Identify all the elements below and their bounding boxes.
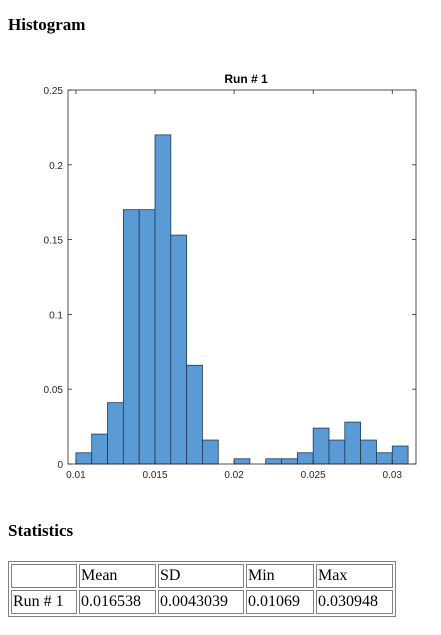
- x-tick-label: 0.015: [142, 470, 167, 481]
- row-sd: 0.0043039: [158, 590, 244, 614]
- histogram-bar: [328, 439, 346, 465]
- y-tick-label: 0.15: [44, 236, 64, 247]
- histogram-bar: [107, 402, 124, 465]
- header-max: Max: [316, 564, 393, 588]
- histogram-bar: [202, 439, 219, 465]
- histogram-bar: [360, 439, 377, 465]
- row-max: 0.030948: [316, 590, 393, 614]
- y-tick-label: 0.1: [49, 310, 63, 321]
- y-tick-label: 0.2: [49, 161, 63, 172]
- histogram-bar: [296, 452, 314, 465]
- histogram-bar: [344, 421, 362, 465]
- x-tick-label: 0.025: [301, 470, 326, 481]
- y-tick-label: 0: [57, 460, 63, 471]
- histogram-bar: [75, 452, 93, 465]
- plot-area: 0.01 0.015 0.02 0.025 0.03 0 0.05 0.1 0.15 0.2 0.2…: [44, 86, 417, 481]
- x-tick-label: 0.02: [224, 470, 244, 481]
- histogram-bar: [281, 458, 298, 465]
- y-tick-label: 0.05: [44, 385, 64, 396]
- histogram-bar: [154, 134, 172, 465]
- statistics-header-row: Mean SD Min Max: [11, 564, 393, 588]
- statistics-heading: Statistics: [8, 521, 74, 540]
- header-mean: Mean: [79, 564, 156, 588]
- histogram-bar: [265, 458, 282, 465]
- histogram-bar: [186, 364, 203, 465]
- statistics-row: Run # 1 0.016538 0.0043039 0.01069 0.030…: [11, 590, 393, 614]
- y-tick-label: 0.25: [44, 86, 64, 97]
- histogram-bar: [122, 209, 140, 465]
- histogram-bar: [312, 427, 330, 465]
- statistics-table: Mean SD Min Max Run # 1 0.016538 0.00430…: [8, 561, 396, 617]
- histogram-bar: [170, 234, 188, 465]
- histogram-bar: [233, 458, 251, 465]
- histogram-chart: 0.01 0.015 0.02 0.025 0.03 0 0.05 0.1 0.15 0.2 0.2…: [44, 72, 417, 481]
- chart-title: Run # 1: [224, 72, 268, 86]
- axes-box: [67, 89, 417, 465]
- row-mean: 0.016538: [79, 590, 156, 614]
- row-label: Run # 1: [11, 590, 77, 614]
- x-tick-label: 0.03: [383, 470, 403, 481]
- header-min: Min: [246, 564, 314, 588]
- header-blank-cell: [11, 564, 77, 588]
- row-min: 0.01069: [246, 590, 314, 614]
- histogram-heading: Histogram: [8, 15, 86, 34]
- histogram-bar: [391, 445, 409, 465]
- histogram-bar: [91, 433, 108, 465]
- x-tick-label: 0.01: [66, 470, 86, 481]
- histogram-bar: [376, 452, 393, 465]
- histogram-bar: [138, 209, 156, 465]
- header-sd: SD: [158, 564, 244, 588]
